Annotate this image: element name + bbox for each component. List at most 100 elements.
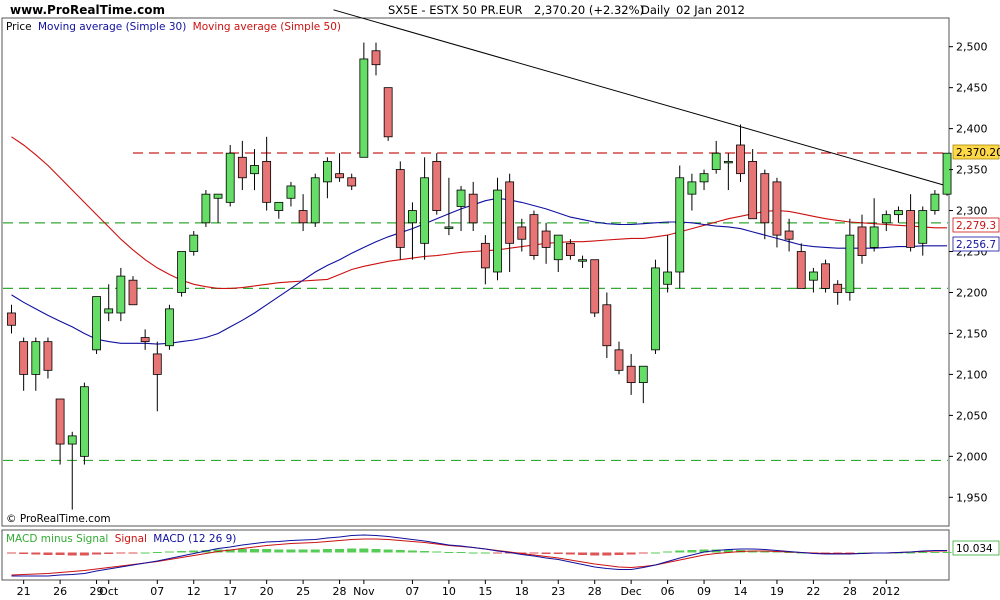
candle: [189, 231, 199, 256]
candle-body: [80, 386, 89, 457]
candle: [359, 42, 369, 158]
candle-body: [675, 177, 685, 273]
candle-body: [408, 210, 417, 224]
candle-body: [67, 435, 77, 445]
candle-body: [298, 210, 308, 224]
date-tick-label: Oct: [99, 585, 119, 598]
date-tick-label: 28: [333, 585, 347, 598]
candle: [517, 218, 527, 252]
candle-body: [881, 214, 891, 224]
candle: [821, 259, 830, 293]
candle: [55, 398, 65, 465]
candle: [505, 173, 515, 272]
macd-histogram-bar: [687, 550, 697, 553]
candle-body: [541, 230, 551, 248]
candle-body: [201, 193, 211, 224]
candle-body: [165, 308, 174, 347]
candle: [578, 255, 587, 268]
macd-histogram-bar: [638, 552, 648, 554]
candle-body: [736, 144, 745, 175]
candle-body: [177, 251, 187, 293]
candle: [371, 42, 381, 76]
candle: [480, 235, 490, 285]
candle: [383, 87, 393, 141]
candle: [92, 296, 101, 354]
candle-body: [322, 160, 332, 183]
macd-histogram-bar: [383, 549, 393, 553]
candle: [553, 234, 563, 272]
macd-histogram-bar: [286, 549, 296, 553]
macd-line: [11, 534, 948, 577]
candle-body: [262, 160, 272, 203]
candle: [784, 218, 794, 252]
date-label: 02 Jan 2012: [676, 3, 745, 17]
candle-body: [614, 349, 624, 371]
macd-histogram-bar: [116, 552, 126, 554]
last-price-badge-bg: [952, 144, 1000, 160]
candle-body: [456, 189, 466, 207]
macd-histogram-bar: [67, 552, 77, 556]
candle-body: [359, 58, 369, 158]
candle: [857, 214, 867, 264]
candle: [250, 149, 259, 191]
candle-body: [152, 353, 162, 375]
candle-body: [748, 160, 758, 220]
svg-text:Price Moving average (Simp: Price Moving average (Simple 30) Moving …: [6, 21, 341, 33]
macd-series: [7, 534, 952, 577]
candle-body: [383, 87, 393, 138]
candle: [723, 153, 733, 191]
candle-body: [857, 226, 867, 257]
candle: [699, 169, 709, 191]
instrument-label: SX5E - ESTX 50 PR.EUR: [388, 3, 522, 17]
date-tick-label: Dec: [621, 585, 642, 598]
candle: [663, 235, 672, 293]
macd-histogram-bar: [262, 549, 272, 553]
date-tick-label: 06: [661, 585, 675, 598]
candle: [19, 337, 29, 391]
candle-body: [723, 160, 733, 164]
macd-histogram-bar: [55, 552, 65, 555]
candle: [116, 267, 126, 322]
date-tick-label: 28: [843, 585, 857, 598]
candle-body: [894, 210, 903, 216]
macd-histogram-bar: [493, 552, 502, 554]
candle-body: [638, 365, 648, 384]
macd-histogram-bar: [614, 552, 624, 555]
date-tick-label: 14: [734, 585, 748, 598]
candle: [432, 153, 442, 215]
candle-body: [833, 283, 843, 293]
macd-histogram-bar: [918, 552, 928, 553]
macd-histogram-bar: [942, 552, 952, 553]
macd-histogram-bar: [359, 548, 369, 553]
macd-histogram-bar: [444, 552, 454, 553]
candle: [930, 190, 940, 215]
macd-histogram-bar: [298, 549, 308, 553]
date-tick-label: 25: [296, 585, 310, 598]
macd-histogram-bar: [43, 552, 53, 555]
candle-body: [796, 251, 806, 289]
candle-body: [116, 275, 126, 314]
candle-body: [517, 226, 527, 240]
macd-histogram-bar: [675, 550, 685, 553]
candle-body: [310, 177, 320, 224]
candle-body: [845, 234, 855, 293]
date-tick-label: 15: [478, 585, 492, 598]
candle-body: [335, 173, 344, 179]
candle: [590, 259, 600, 318]
candle: [748, 149, 758, 220]
copyright-label: © ProRealTime.com: [6, 513, 111, 525]
candle: [395, 161, 405, 260]
macd-histogram-bar: [237, 549, 247, 553]
price-panel-frame: [1, 17, 950, 527]
date-tick-label: 22: [806, 585, 820, 598]
candle: [833, 280, 843, 305]
macd-histogram-bar: [79, 552, 89, 556]
candle-body: [663, 271, 672, 285]
macd-histogram-bar: [19, 552, 29, 554]
candle: [493, 177, 502, 281]
candle-body: [784, 230, 794, 240]
macd-histogram-bar: [468, 552, 478, 554]
macd-histogram-bar: [140, 552, 150, 554]
candle: [881, 210, 891, 232]
